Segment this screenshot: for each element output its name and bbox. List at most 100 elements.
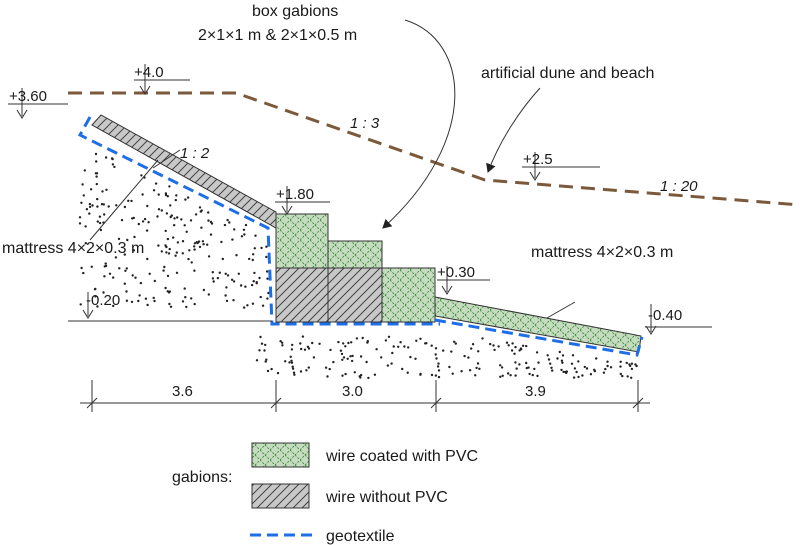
soil-dot [78, 216, 82, 219]
soil-dot [266, 369, 270, 373]
soil-dot [406, 371, 409, 374]
soil-dot [152, 296, 155, 300]
soil-dot [237, 272, 240, 275]
soil-dot [166, 290, 169, 293]
soil-dot [450, 350, 453, 353]
soil-dot [255, 359, 259, 362]
soil-dot [80, 266, 83, 270]
soil-dot [264, 343, 267, 347]
soil-dot [481, 337, 484, 340]
soil-dot [619, 365, 622, 368]
soil-dot [239, 284, 243, 287]
soil-dot [146, 257, 149, 261]
soil-dot [200, 226, 203, 229]
soil-dot [471, 343, 475, 346]
soil-dot [166, 237, 170, 241]
soil-dot [114, 256, 118, 259]
soil-dot [95, 182, 99, 186]
soil-dot [143, 217, 147, 221]
soil-dot [210, 222, 214, 225]
soil-dot [507, 344, 510, 347]
soil-dot [493, 348, 496, 352]
soil-dot [181, 240, 185, 243]
soil-dot [193, 245, 196, 248]
soil-dot [535, 351, 539, 354]
soil-dot [454, 342, 457, 345]
soil-dot [550, 366, 553, 369]
soil-dot [409, 355, 412, 359]
soil-dot [606, 364, 609, 368]
soil-dot [157, 244, 160, 247]
soil-dot [199, 210, 202, 213]
soil-dot [82, 271, 85, 275]
soil-dot [96, 205, 99, 208]
soil-dot [246, 304, 249, 307]
soil-dot [244, 223, 248, 227]
soil-dot [184, 296, 187, 299]
soil-dot [123, 205, 127, 209]
soil-dot [470, 347, 473, 350]
soil-dot [451, 372, 454, 375]
legend: gabions: wire coated with PVC wire witho… [172, 442, 478, 545]
soil-dot [79, 303, 82, 306]
soil-dot [96, 220, 100, 223]
soil-dot [430, 344, 433, 347]
soil-dot [501, 374, 504, 377]
soil-dot [104, 156, 108, 159]
soil-dot [137, 222, 140, 226]
soil-dot [500, 366, 504, 369]
soil-dot [259, 335, 262, 339]
soil-dot [463, 354, 466, 358]
soil-dot [380, 356, 383, 359]
soil-dot [254, 234, 257, 237]
soil-dot [265, 358, 268, 361]
soil-dot [125, 299, 129, 302]
soil-dot [193, 269, 196, 272]
box-gabions-sizes: 2×1×1 m & 2×1×0.5 m [198, 27, 357, 44]
level-m020-text: -0.20 [86, 292, 120, 309]
soil-dot [252, 253, 255, 256]
soil-dot [231, 238, 234, 241]
soil-dot [99, 228, 103, 232]
soil-dot [558, 350, 561, 354]
soil-dot [80, 201, 83, 204]
soil-dot [562, 370, 565, 374]
mattress-right-leader [546, 301, 576, 319]
soil-dot [169, 204, 172, 207]
soil-dot [220, 240, 223, 244]
soil-dot [515, 367, 518, 370]
soil-dot [102, 203, 106, 206]
soil-dot [556, 357, 559, 360]
soil-dot [267, 291, 270, 295]
soil-dot [528, 372, 531, 376]
soil-dot [185, 305, 188, 309]
soil-dot [276, 371, 280, 375]
soil-dot [629, 364, 632, 368]
soil-dot [102, 291, 105, 294]
soil-dot [366, 341, 369, 344]
soil-dot [189, 219, 193, 222]
soil-dot [124, 269, 127, 272]
level-40-text: +4.0 [134, 64, 164, 81]
soil-dot [130, 199, 133, 203]
soil-dot [233, 228, 236, 231]
soil-dot [499, 364, 502, 367]
soil-dot [139, 281, 143, 285]
soil-dot [242, 228, 246, 231]
soil-dot [477, 350, 480, 353]
soil-dot [134, 276, 137, 279]
soil-dot [476, 362, 480, 365]
soil-dot [202, 243, 205, 246]
soil-dot [184, 198, 187, 201]
soil-dot [265, 270, 269, 273]
legend-no-pvc-swatch [251, 483, 310, 509]
soil-dot [187, 257, 190, 261]
legend-heading: gabions: [172, 469, 233, 486]
soil-dot [126, 238, 129, 242]
soil-dot [549, 362, 552, 365]
slope-1-20-label: 1 : 20 [660, 178, 698, 195]
soil-dot [630, 362, 634, 365]
soil-dot [519, 347, 523, 350]
soil-stipple [78, 152, 638, 380]
soil-dot [117, 237, 121, 241]
